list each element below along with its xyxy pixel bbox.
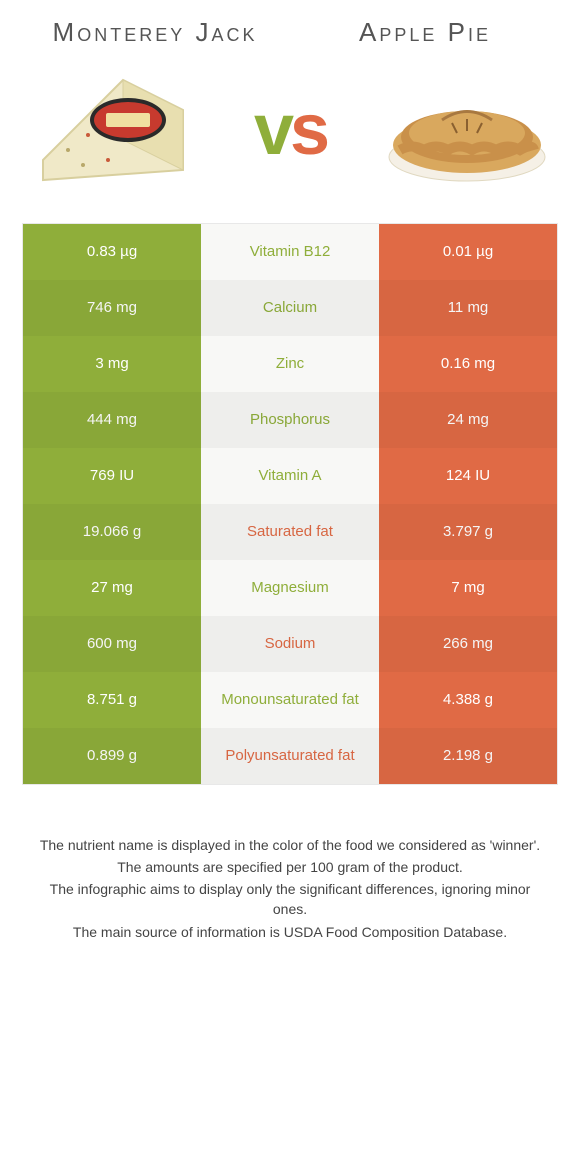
table-row: 746 mgCalcium11 mg [23, 280, 557, 336]
footnote-line: The main source of information is USDA F… [38, 922, 542, 942]
left-value: 600 mg [23, 616, 201, 672]
footnotes: The nutrient name is displayed in the co… [0, 785, 580, 942]
images-row: vs [0, 55, 580, 223]
table-row: 19.066 gSaturated fat3.797 g [23, 504, 557, 560]
table-row: 3 mgZinc0.16 mg [23, 336, 557, 392]
right-value: 0.01 µg [379, 224, 557, 280]
nutrient-name: Calcium [201, 280, 379, 336]
nutrient-name: Vitamin A [201, 448, 379, 504]
nutrient-name: Zinc [201, 336, 379, 392]
left-value: 444 mg [23, 392, 201, 448]
right-value: 3.797 g [379, 504, 557, 560]
table-row: 0.899 gPolyunsaturated fat2.198 g [23, 728, 557, 784]
left-value: 769 IU [23, 448, 201, 504]
nutrient-name: Monounsaturated fat [201, 672, 379, 728]
left-food-title: Monterey Jack [34, 18, 277, 47]
right-value: 2.198 g [379, 728, 557, 784]
right-value: 266 mg [379, 616, 557, 672]
table-row: 27 mgMagnesium7 mg [23, 560, 557, 616]
cheese-icon [28, 65, 198, 195]
left-value: 27 mg [23, 560, 201, 616]
nutrient-name: Phosphorus [201, 392, 379, 448]
left-value: 746 mg [23, 280, 201, 336]
nutrient-name: Magnesium [201, 560, 379, 616]
right-food-title: Apple Pie [304, 18, 547, 47]
table-row: 0.83 µgVitamin B120.01 µg [23, 224, 557, 280]
table-row: 600 mgSodium266 mg [23, 616, 557, 672]
nutrient-name: Sodium [201, 616, 379, 672]
right-value: 24 mg [379, 392, 557, 448]
nutrient-name: Saturated fat [201, 504, 379, 560]
left-value: 0.83 µg [23, 224, 201, 280]
left-value: 3 mg [23, 336, 201, 392]
right-value: 4.388 g [379, 672, 557, 728]
header: Monterey Jack Apple Pie [0, 0, 580, 55]
footnote-line: The infographic aims to display only the… [38, 879, 542, 920]
right-value: 0.16 mg [379, 336, 557, 392]
left-value: 8.751 g [23, 672, 201, 728]
pie-icon [382, 65, 552, 195]
comparison-table: 0.83 µgVitamin B120.01 µg746 mgCalcium11… [22, 223, 558, 785]
footnote-line: The nutrient name is displayed in the co… [38, 835, 542, 855]
table-row: 8.751 gMonounsaturated fat4.388 g [23, 672, 557, 728]
vs-label: vs [254, 89, 326, 171]
right-value: 7 mg [379, 560, 557, 616]
left-value: 0.899 g [23, 728, 201, 784]
table-row: 769 IUVitamin A124 IU [23, 448, 557, 504]
table-row: 444 mgPhosphorus24 mg [23, 392, 557, 448]
right-value: 124 IU [379, 448, 557, 504]
footnote-line: The amounts are specified per 100 gram o… [38, 857, 542, 877]
right-value: 11 mg [379, 280, 557, 336]
left-value: 19.066 g [23, 504, 201, 560]
nutrient-name: Vitamin B12 [201, 224, 379, 280]
nutrient-name: Polyunsaturated fat [201, 728, 379, 784]
